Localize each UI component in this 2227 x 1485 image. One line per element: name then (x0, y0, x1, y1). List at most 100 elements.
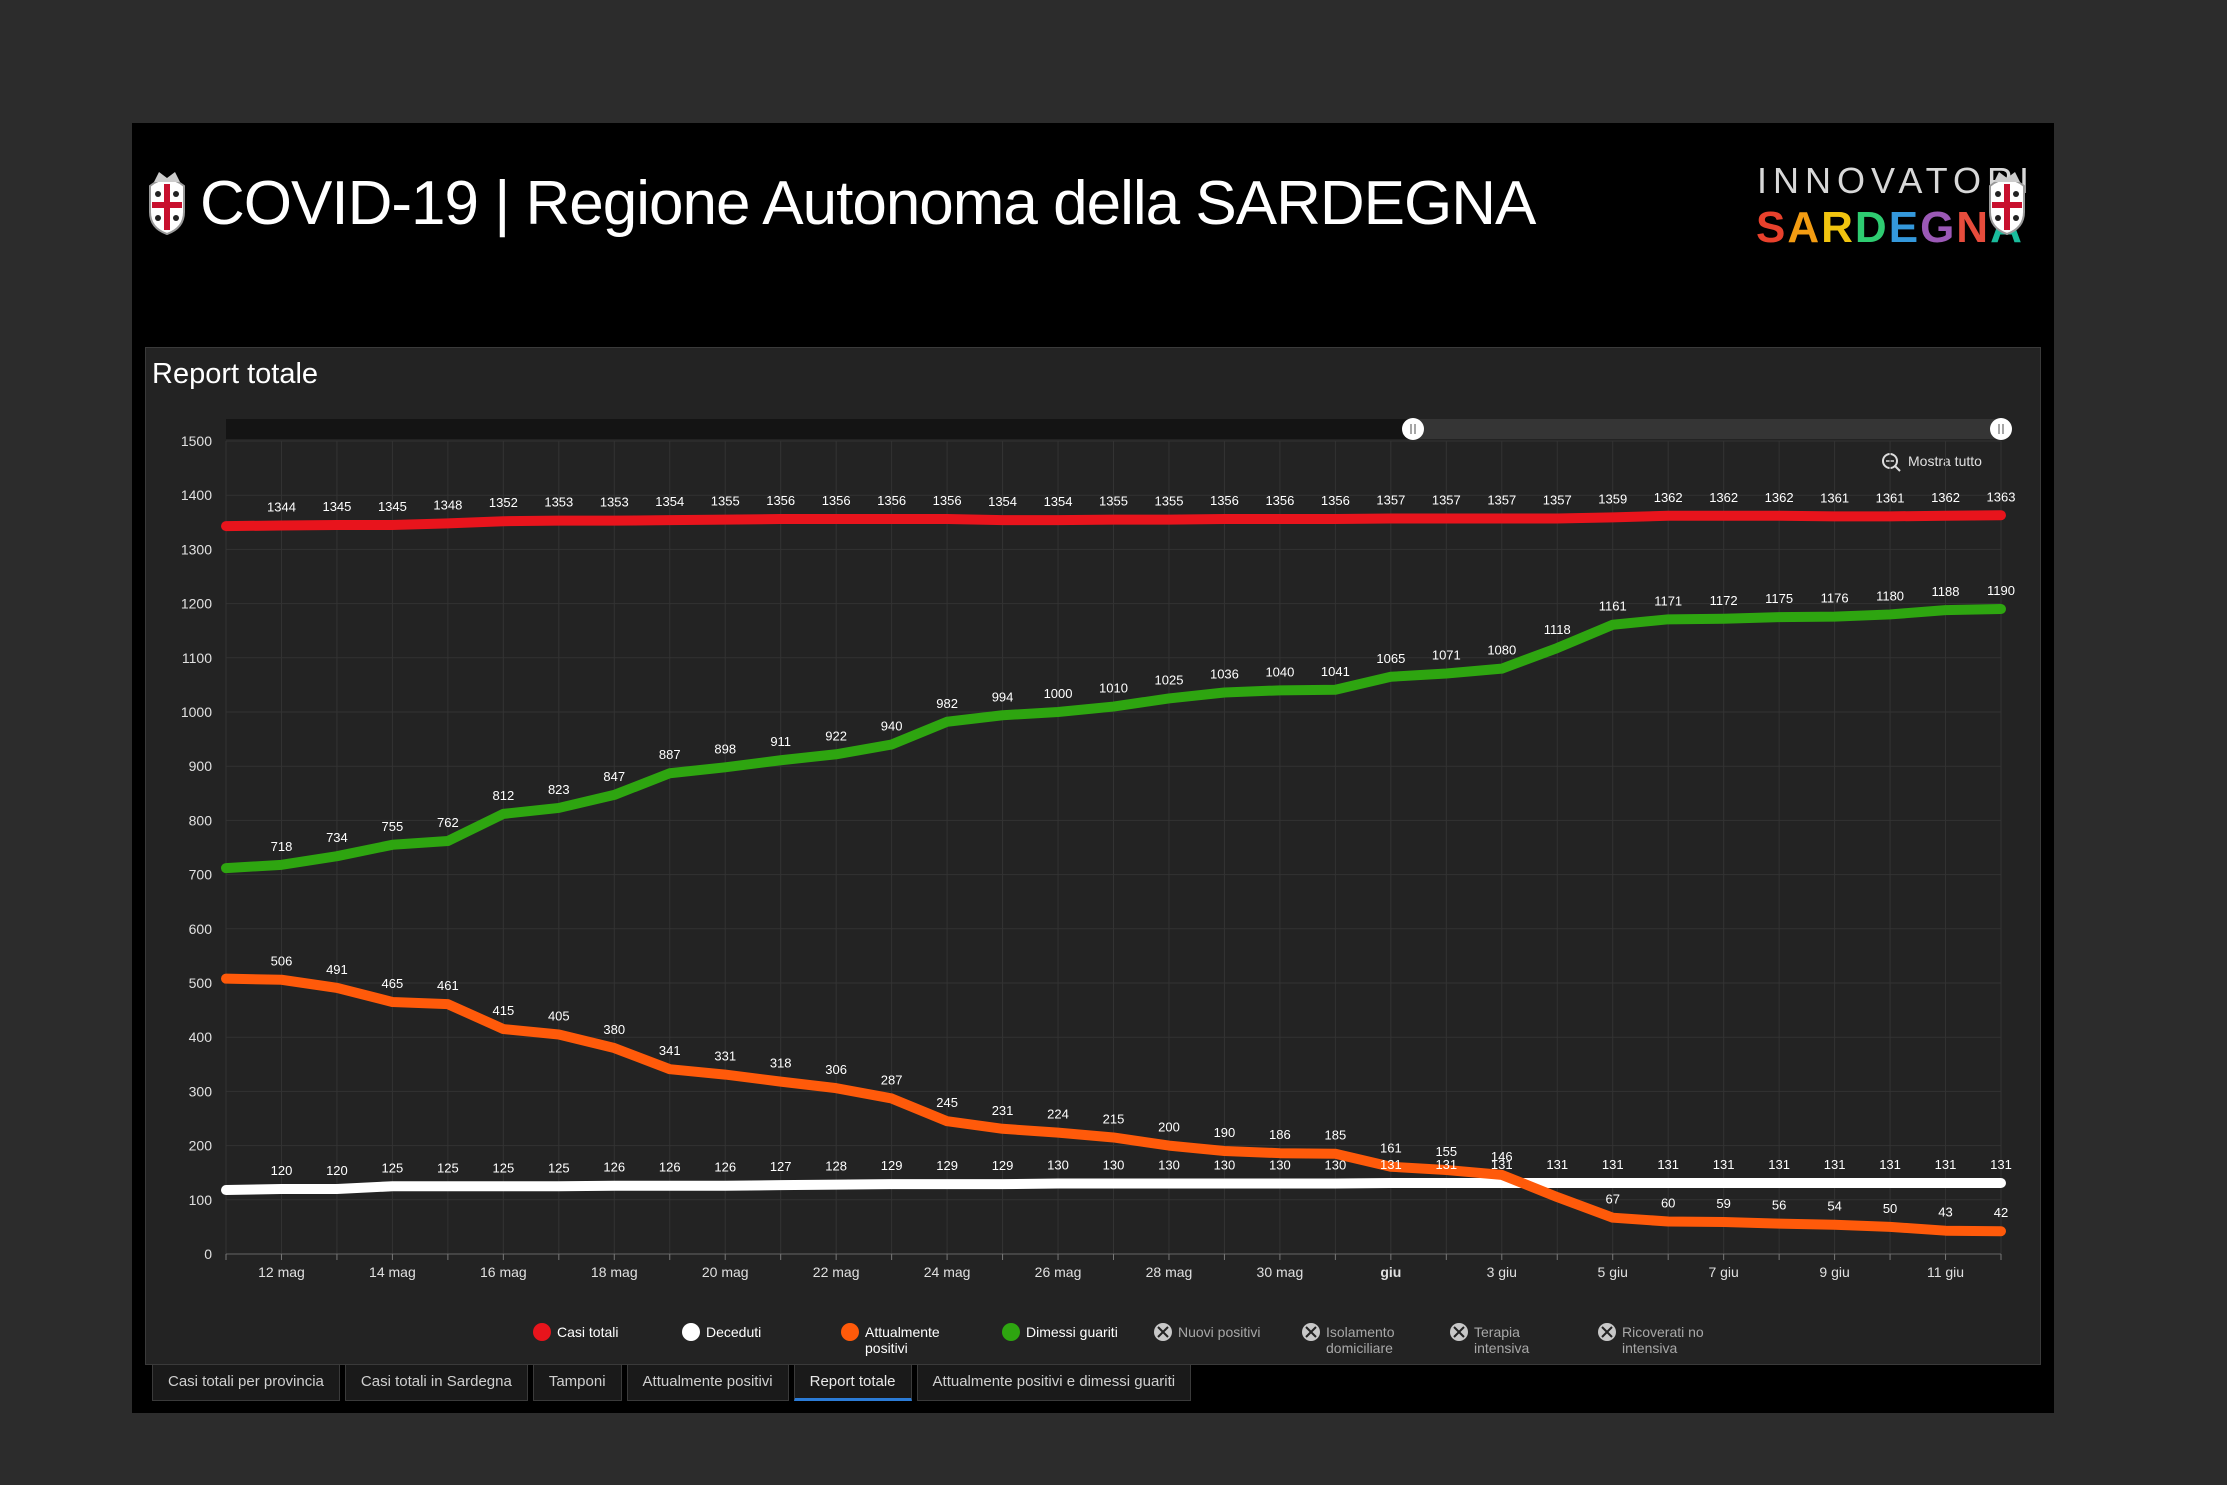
data-label: 1176 (1821, 591, 1849, 606)
tab-casi-totali-in-sardegna[interactable]: Casi totali in Sardegna (344, 1365, 528, 1401)
tab-attualmente-positivi-e-dimessi-guariti[interactable]: Attualmente positivi e dimessi guariti (916, 1365, 1192, 1401)
x-tick-label: 14 mag (369, 1264, 416, 1280)
data-label: 43 (1938, 1205, 1952, 1220)
data-label: 287 (881, 1072, 903, 1087)
x-tick-label: 22 mag (813, 1264, 860, 1280)
legend-label[interactable]: intensiva (1474, 1340, 1529, 1356)
data-label: 125 (492, 1160, 514, 1175)
data-label: 982 (936, 696, 958, 711)
data-label: 60 (1661, 1195, 1675, 1210)
data-label: 120 (271, 1163, 293, 1178)
y-tick-label: 1300 (181, 541, 212, 557)
zoom-handle-left[interactable] (1402, 418, 1424, 440)
tab-tamponi[interactable]: Tamponi (532, 1365, 622, 1401)
legend-x-mark (1601, 1326, 1613, 1338)
data-label: 1361 (1820, 490, 1849, 505)
data-label: 1040 (1265, 664, 1294, 679)
legend-label[interactable]: intensiva (1622, 1340, 1677, 1356)
data-label: 1010 (1099, 681, 1128, 696)
legend-label[interactable]: Dimessi guariti (1026, 1324, 1118, 1340)
data-label: 1361 (1876, 490, 1905, 505)
data-label: 718 (271, 839, 293, 854)
data-label: 1036 (1210, 666, 1239, 681)
tab-casi-totali-per-provincia[interactable]: Casi totali per provincia (152, 1365, 340, 1401)
data-label: 1356 (1321, 493, 1350, 508)
legend-x-mark (1305, 1326, 1317, 1338)
data-label: 129 (936, 1158, 958, 1173)
x-tick-label: 20 mag (702, 1264, 749, 1280)
data-label: 126 (659, 1160, 681, 1175)
data-label: 1353 (600, 495, 629, 510)
data-label: 126 (714, 1160, 736, 1175)
data-label: 224 (1047, 1107, 1069, 1122)
legend-label[interactable]: positivi (865, 1340, 908, 1356)
data-label: 130 (1158, 1158, 1180, 1173)
data-label: 126 (603, 1160, 625, 1175)
y-tick-label: 800 (189, 812, 213, 828)
legend-label[interactable]: domiciliare (1326, 1340, 1393, 1356)
series-line-casi-totali[interactable] (221, 510, 2006, 532)
legend-label[interactable]: Terapia (1474, 1324, 1520, 1340)
y-tick-label: 900 (189, 758, 213, 774)
data-label: 125 (382, 1160, 404, 1175)
brand-letter: S (1756, 203, 1788, 252)
data-label: 131 (1602, 1157, 1624, 1172)
legend-marker[interactable] (841, 1323, 859, 1341)
series-line-deceduti[interactable] (221, 1177, 2006, 1196)
data-label: 1355 (711, 494, 740, 509)
data-label: 922 (825, 728, 847, 743)
series-line-dimessi-guariti[interactable] (221, 604, 2006, 874)
data-label: 887 (659, 747, 681, 762)
data-label: 1354 (1044, 494, 1073, 509)
page-title: COVID-19 | Regione Autonoma della SARDEG… (200, 169, 1536, 238)
legend-marker[interactable] (682, 1323, 700, 1341)
legend-x-mark (1157, 1326, 1169, 1338)
data-label: 1359 (1598, 491, 1627, 506)
data-label: 1357 (1487, 493, 1516, 508)
data-label: 67 (1605, 1192, 1619, 1207)
y-tick-label: 100 (189, 1192, 213, 1208)
legend-label[interactable]: Nuovi positivi (1178, 1324, 1260, 1340)
data-label: 56 (1772, 1198, 1786, 1213)
tab-attualmente-positivi[interactable]: Attualmente positivi (626, 1365, 789, 1401)
legend-marker[interactable] (533, 1323, 551, 1341)
dashboard-window: COVID-19 | Regione Autonoma della SARDEG… (132, 123, 2054, 1413)
data-label: 823 (548, 782, 570, 797)
legend-marker[interactable] (1002, 1323, 1020, 1341)
header: COVID-19 | Regione Autonoma della SARDEG… (132, 123, 2054, 343)
data-label: 1356 (1265, 493, 1294, 508)
data-label: 940 (881, 719, 903, 734)
data-label: 341 (659, 1043, 681, 1058)
legend-label[interactable]: Deceduti (706, 1324, 761, 1340)
data-label: 190 (1214, 1125, 1236, 1140)
data-label: 42 (1994, 1205, 2008, 1220)
y-tick-label: 1500 (181, 433, 212, 449)
legend-label[interactable]: Casi totali (557, 1324, 618, 1340)
data-label: 1065 (1376, 651, 1405, 666)
legend-label[interactable]: Ricoverati no (1622, 1324, 1704, 1340)
data-label: 380 (603, 1022, 625, 1037)
series-line-attualmente-positivi[interactable] (221, 973, 2006, 1237)
data-label: 129 (992, 1158, 1014, 1173)
data-label: 125 (548, 1160, 570, 1175)
tab-report-totale[interactable]: Report totale (793, 1365, 912, 1401)
data-label: 131 (1491, 1157, 1513, 1172)
x-tick-label: giu (1380, 1264, 1401, 1280)
data-label: 131 (1935, 1157, 1957, 1172)
y-tick-label: 0 (204, 1246, 212, 1262)
data-label: 318 (770, 1056, 792, 1071)
legend-label[interactable]: Isolamento (1326, 1324, 1395, 1340)
data-label: 755 (382, 819, 404, 834)
data-label: 1025 (1155, 672, 1184, 687)
data-label: 1171 (1654, 593, 1682, 608)
legend-label[interactable]: Attualmente (865, 1324, 940, 1340)
data-label: 1344 (267, 500, 296, 515)
data-label: 734 (326, 830, 348, 845)
y-tick-label: 400 (189, 1029, 213, 1045)
zoom-handle-right[interactable] (1990, 418, 2012, 440)
data-label: 1357 (1543, 493, 1572, 508)
x-tick-label: 26 mag (1035, 1264, 1082, 1280)
data-label: 1000 (1044, 686, 1073, 701)
data-label: 1355 (1099, 494, 1128, 509)
zoom-range-selected[interactable] (1413, 419, 2001, 439)
